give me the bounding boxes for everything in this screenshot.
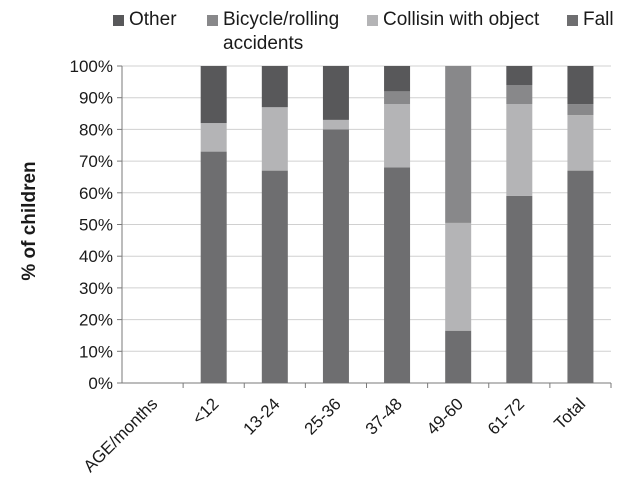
bar-segment	[261, 170, 288, 383]
legend-swatch-bicycle	[207, 15, 218, 26]
y-tick-label: 20%	[79, 311, 113, 330]
bar-segment	[506, 66, 533, 86]
bar-segment	[567, 115, 594, 171]
x-tick-label: Total	[550, 394, 589, 433]
legend-item-other: Other	[113, 8, 193, 32]
y-tick-label: 40%	[79, 247, 113, 266]
bar-segment	[445, 330, 472, 383]
y-tick-label: 60%	[79, 184, 113, 203]
bar-segment	[506, 104, 533, 196]
bar-segment	[506, 195, 533, 383]
legend-label-collision: Collisin with object	[383, 9, 540, 30]
legend-swatch-fall	[567, 15, 578, 26]
legend-item-bicycle: Bicycle/rolling accidents	[207, 8, 367, 56]
bar-segment	[200, 66, 227, 124]
x-tick-label: 49-60	[423, 394, 467, 438]
bar-segment	[567, 66, 594, 105]
y-tick-label: 100%	[70, 57, 113, 76]
bar-segment	[445, 66, 472, 223]
bar-segment	[567, 104, 594, 116]
bar-segment	[200, 151, 227, 383]
bar-segment	[567, 170, 594, 383]
bar-segment	[384, 104, 411, 168]
x-tick-label: 37-48	[362, 394, 406, 438]
x-tick-label: AGE/months	[80, 394, 162, 476]
legend-item-collision: Collisin with object	[367, 8, 567, 32]
bar-segment	[506, 85, 533, 105]
y-tick-label: 0%	[88, 374, 113, 393]
legend-item-fall: Fall	[567, 8, 621, 32]
bar-segment	[322, 66, 349, 120]
y-tick-label: 50%	[79, 216, 113, 235]
legend-label-bicycle: Bicycle/rolling accidents	[223, 9, 340, 54]
y-tick-label: 10%	[79, 342, 113, 361]
y-tick-label: 90%	[79, 89, 113, 108]
y-tick-label: 70%	[79, 152, 113, 171]
x-tick-label: 61-72	[484, 394, 528, 438]
x-tick-label: 25-36	[301, 394, 345, 438]
bar-segment	[261, 107, 288, 171]
bar-segment	[261, 66, 288, 108]
legend: Other Bicycle/rolling accidents Collisin…	[0, 8, 621, 62]
bar-segment	[445, 222, 472, 331]
bar-segment	[200, 123, 227, 152]
y-tick-label: 30%	[79, 279, 113, 298]
legend-swatch-collision	[367, 15, 378, 26]
legend-label-other: Other	[129, 9, 177, 30]
bar-segment	[384, 66, 411, 92]
legend-label-fall: Fall	[583, 9, 614, 30]
bar-segment	[322, 119, 349, 130]
bar-segment	[384, 167, 411, 383]
x-tick-label: <12	[189, 394, 223, 428]
bar-segment	[322, 129, 349, 383]
y-tick-label: 80%	[79, 120, 113, 139]
legend-swatch-other	[113, 15, 124, 26]
bar-segment	[384, 91, 411, 105]
x-tick-label: 13-24	[239, 394, 283, 438]
